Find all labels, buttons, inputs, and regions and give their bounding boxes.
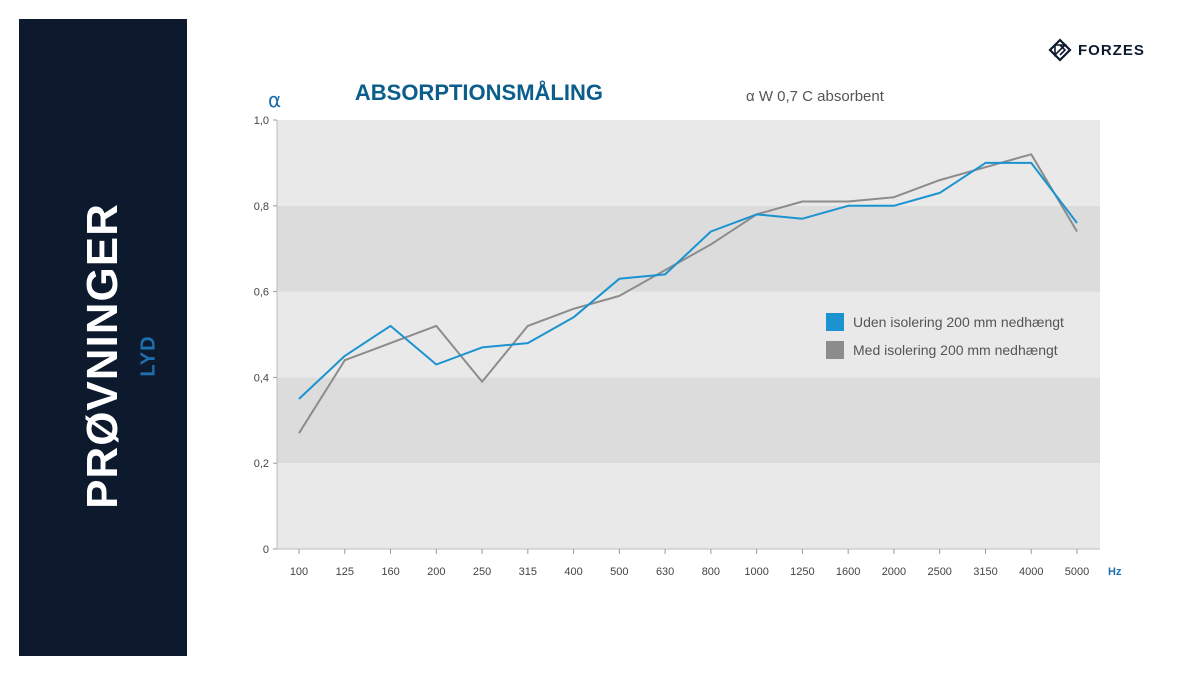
- x-tick-label: 400: [564, 566, 582, 578]
- y-axis-label: α: [268, 88, 281, 112]
- band: [277, 205, 1100, 292]
- x-tick-label: 4000: [1019, 566, 1043, 578]
- y-tick-label: 0,2: [254, 458, 269, 470]
- x-tick-label: 2500: [927, 566, 951, 578]
- x-tick-label: 630: [656, 566, 674, 578]
- x-tick-label: 160: [381, 566, 399, 578]
- legend-label: Med isolering 200 mm nedhængt: [853, 342, 1058, 358]
- legend-label: Uden isolering 200 mm nedhængt: [853, 314, 1064, 330]
- chart-title: ABSORPTIONSMÅLING: [355, 79, 603, 105]
- y-tick-label: 0,6: [254, 287, 269, 299]
- brand-name: FORZES: [1078, 41, 1145, 59]
- y-tick-label: 0,4: [254, 372, 269, 384]
- y-tick-label: 1,0: [254, 115, 269, 127]
- x-tick-label: 315: [519, 566, 537, 578]
- x-tick-label: 3150: [973, 566, 997, 578]
- x-tick-label: 250: [473, 566, 491, 578]
- x-tick-label: 125: [336, 566, 354, 578]
- chart-subtitle: α W 0,7 C absorbent: [746, 88, 885, 105]
- background-bands: [277, 120, 1100, 549]
- x-tick-label: 1600: [836, 566, 860, 578]
- y-ticks: 0 0,2 0,4 0,6 0,8 1,0: [254, 115, 277, 556]
- x-tick-label: 2000: [882, 566, 906, 578]
- band: [277, 377, 1100, 464]
- axes: [276, 120, 1100, 550]
- x-tick-label: 1000: [744, 566, 768, 578]
- series-line: [298, 153, 1078, 434]
- series-line: [298, 161, 1078, 400]
- series-lines: [298, 153, 1078, 434]
- legend-swatch: [826, 313, 844, 331]
- x-tick-label: 200: [427, 566, 445, 578]
- brand-logo: FORZES: [1048, 38, 1145, 62]
- legend-swatch: [826, 341, 844, 359]
- forzes-logo-icon: [1048, 38, 1072, 62]
- x-tick-label: 100: [290, 566, 308, 578]
- x-tick-label: 5000: [1065, 566, 1089, 578]
- x-tick-label: 800: [702, 566, 720, 578]
- x-tick-label: 1250: [790, 566, 814, 578]
- sidebar-panel: PRØVNINGER LYD: [19, 19, 187, 656]
- y-tick-label: 0: [263, 544, 269, 556]
- x-tick-label: 500: [610, 566, 628, 578]
- legend: Uden isolering 200 mm nedhængt Med isoler…: [826, 313, 1064, 359]
- x-ticks: 100 125 160 200 250 315 400 500 630 800 1000 1250 16…: [290, 549, 1089, 578]
- x-axis-unit: Hz: [1108, 566, 1122, 578]
- y-tick-label: 0,8: [254, 201, 269, 213]
- band: [277, 120, 1100, 206]
- band: [277, 463, 1100, 549]
